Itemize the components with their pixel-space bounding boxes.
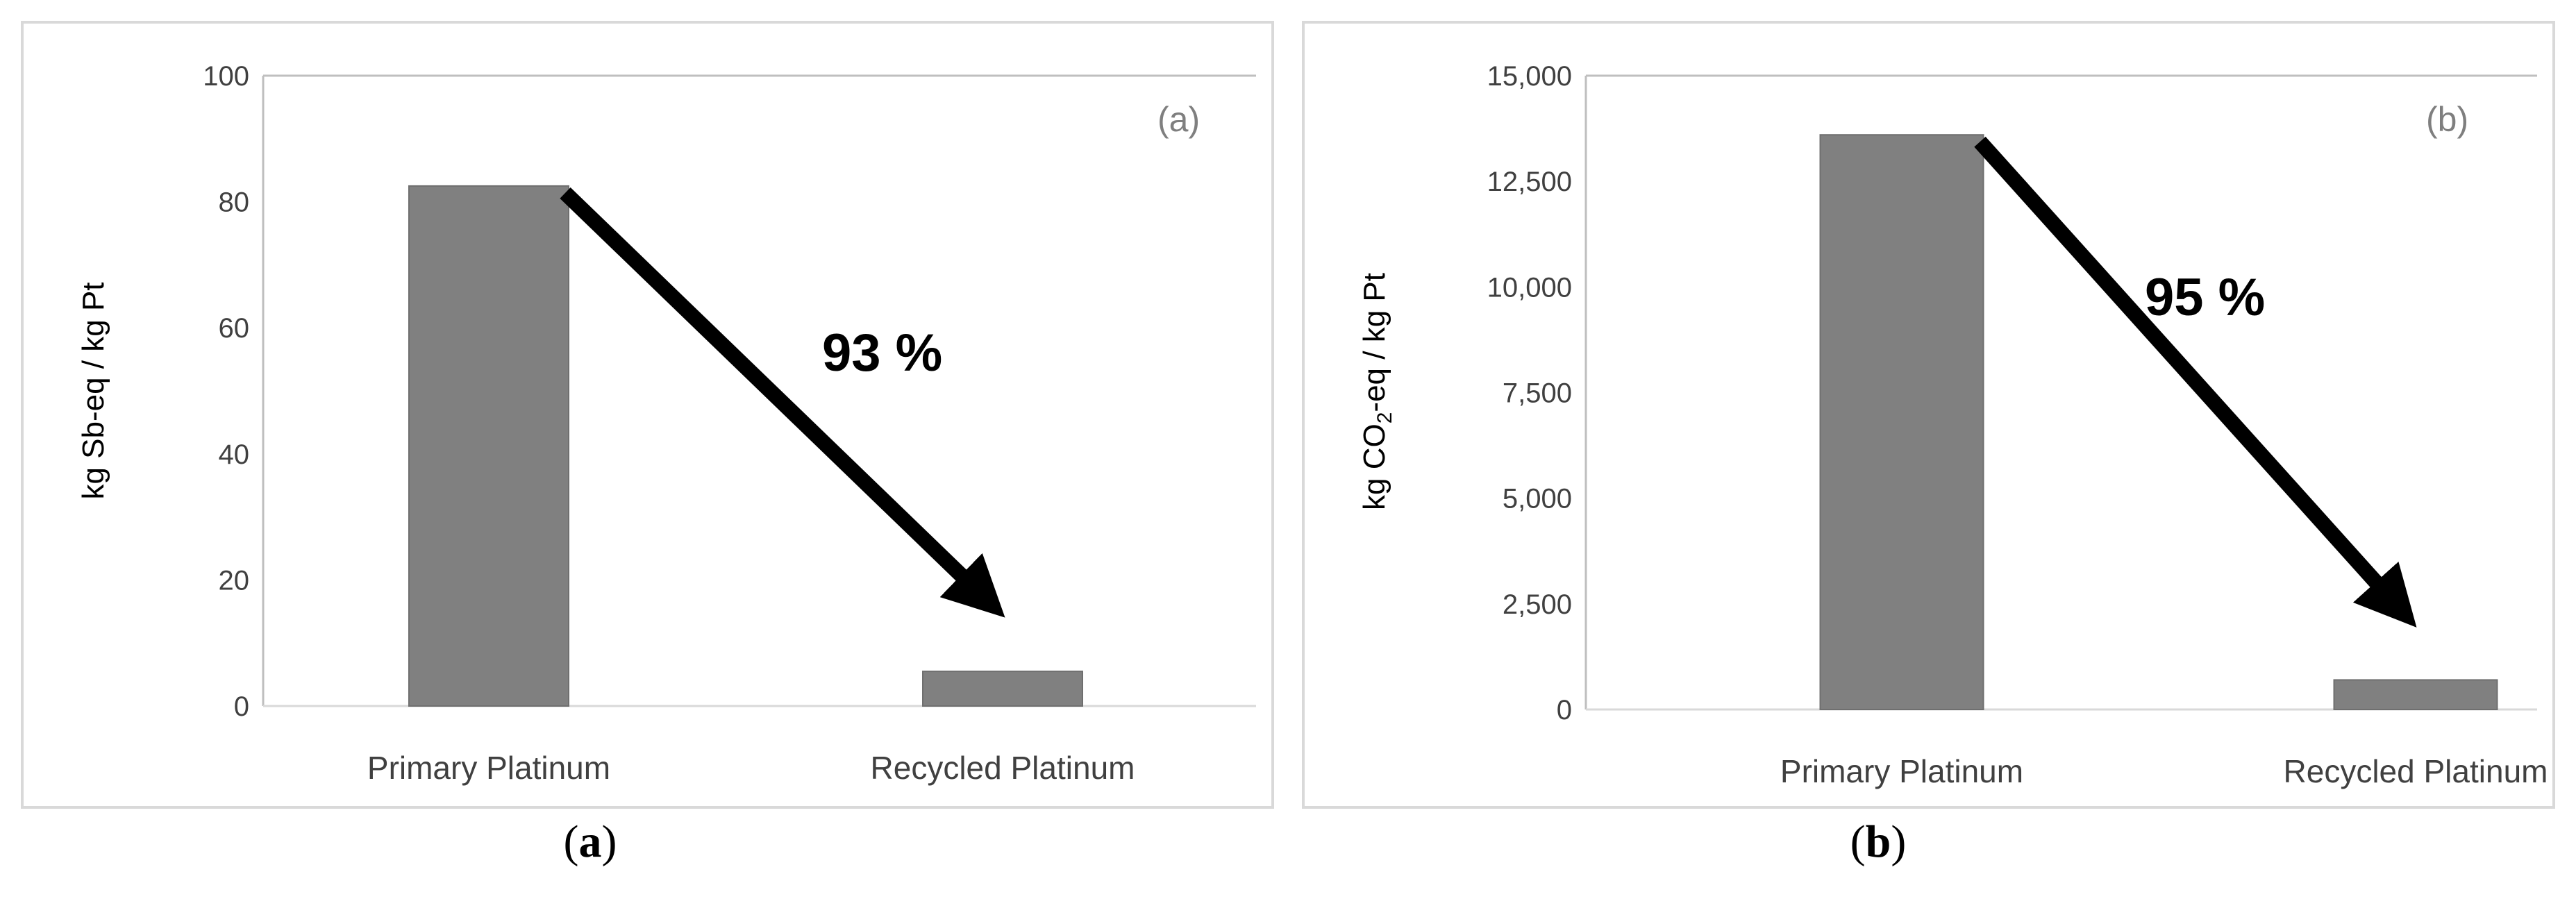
bar-group [408,185,1083,707]
y-tick-group: 0 2,500 5,000 7,500 10,000 12,500 15,000 [1487,61,1572,725]
reduction-arrow [1974,136,2417,628]
y-axis-title-prefix: kg CO [1357,423,1391,510]
chart-b-svg: 0 2,500 5,000 7,500 10,000 12,500 15,000 Prima… [1357,61,2548,789]
bar-primary [1819,134,1984,711]
y-axis-title: kg CO2-eq / kg Pt [1357,273,1396,510]
panel-tag: (a) [1157,100,1200,139]
y-tick-label: 5,000 [1503,484,1572,514]
reduction-arrow [560,187,1005,618]
y-tick-label: 60 [219,313,250,344]
figure-caption-b: (b) [1850,816,1907,867]
reduction-annotation: 95 % [2145,268,2265,327]
y-axis-title-suffix: -eq / kg Pt [1357,273,1391,412]
bar-recycled [2333,679,2498,710]
caption-letter: b [1865,816,1891,867]
bar-recycled [922,671,1083,707]
y-tick-label: 7,500 [1503,378,1572,409]
caption-letter: a [578,816,602,867]
y-tick-label: 100 [203,61,249,92]
x-category-label: Primary Platinum [1780,753,2023,789]
y-tick-label: 10,000 [1487,272,1572,303]
bar-group [1819,134,2498,711]
y-tick-label: 15,000 [1487,61,1572,92]
category-label-group: Primary Platinum Recycled Platinum [1780,753,2548,789]
y-tick-label: 0 [1557,695,1572,725]
y-tick-label: 2,500 [1503,589,1572,620]
y-tick-label: 0 [234,691,249,722]
reduction-annotation: 93 % [822,324,942,383]
x-category-label: Primary Platinum [367,750,610,786]
y-tick-label: 40 [219,439,250,470]
chart-panel-a: 0 20 40 60 80 100 Primary Platinum Recycled Pl… [21,21,1274,809]
y-axis-title: kg Sb-eq / kg Pt [76,282,110,499]
category-label-group: Primary Platinum Recycled Platinum [367,750,1135,786]
figure-caption-a: (a) [563,816,617,867]
panel-tag: (b) [2426,100,2468,139]
x-category-label: Recycled Platinum [2284,753,2548,789]
bar-primary [408,185,569,707]
chart-a-svg: 0 20 40 60 80 100 Primary Platinum Recycled Pl… [76,61,1256,786]
y-tick-label: 80 [219,187,250,218]
x-category-label: Recycled Platinum [871,750,1135,786]
y-axis-title-subscript: 2 [1373,412,1396,424]
y-tick-label: 20 [219,565,250,596]
y-tick-label: 12,500 [1487,167,1572,197]
y-tick-group: 0 20 40 60 80 100 [203,61,249,722]
chart-panel-b: 0 2,500 5,000 7,500 10,000 12,500 15,000 Prima… [1302,21,2555,809]
